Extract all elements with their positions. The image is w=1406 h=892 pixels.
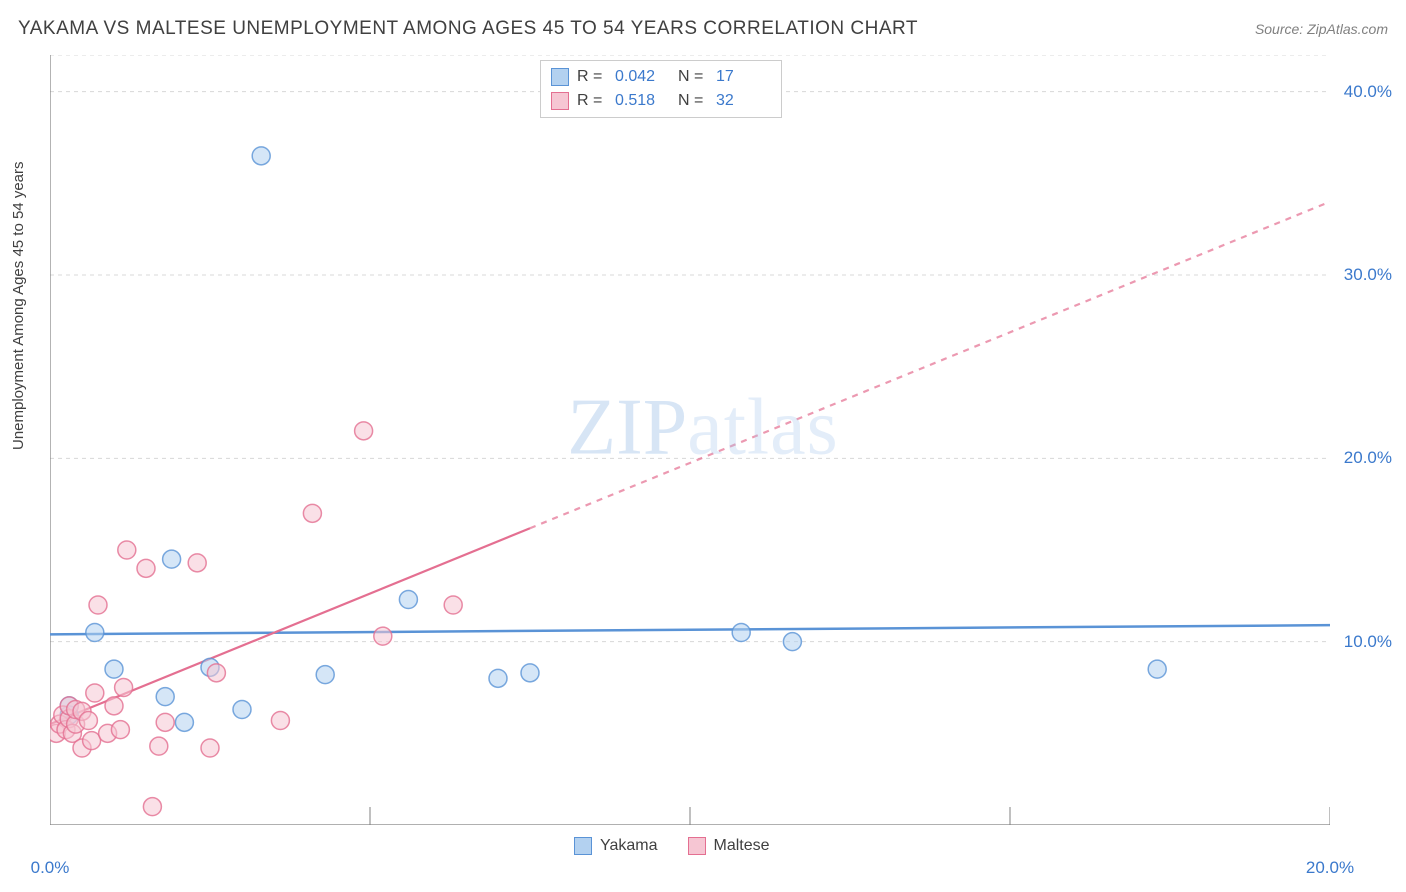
legend-stat-row: R = 0.042 N = 17 — [551, 65, 771, 89]
legend-stat-row: R = 0.518 N = 32 — [551, 89, 771, 113]
y-tick-label: 10.0% — [1344, 632, 1392, 652]
legend-n-label: N = — [678, 65, 708, 89]
legend-series-label: Maltese — [714, 837, 770, 855]
legend-r-value: 0.042 — [615, 65, 670, 89]
chart-title: YAKAMA VS MALTESE UNEMPLOYMENT AMONG AGE… — [18, 18, 918, 40]
correlation-legend: R = 0.042 N = 17 R = 0.518 N = 32 — [540, 60, 782, 118]
legend-r-value: 0.518 — [615, 89, 670, 113]
legend-swatch — [551, 92, 569, 110]
legend-swatch — [551, 68, 569, 86]
legend-r-label: R = — [577, 65, 607, 89]
legend-r-label: R = — [577, 89, 607, 113]
legend-series-label: Yakama — [600, 837, 658, 855]
plot-svg — [50, 55, 1330, 825]
y-tick-label: 20.0% — [1344, 448, 1392, 468]
series-legend-item: Maltese — [688, 837, 770, 855]
legend-swatch — [574, 837, 592, 855]
x-tick-label: 20.0% — [1306, 858, 1354, 878]
source-attribution: Source: ZipAtlas.com — [1255, 21, 1388, 37]
series-legend: Yakama Maltese — [574, 837, 770, 855]
y-tick-label: 40.0% — [1344, 82, 1392, 102]
y-tick-label: 30.0% — [1344, 265, 1392, 285]
chart-header: YAKAMA VS MALTESE UNEMPLOYMENT AMONG AGE… — [18, 18, 1388, 40]
y-axis-label: Unemployment Among Ages 45 to 54 years — [10, 161, 27, 450]
legend-swatch — [688, 837, 706, 855]
legend-n-value: 32 — [716, 89, 771, 113]
scatter-plot — [50, 55, 1330, 825]
legend-n-label: N = — [678, 89, 708, 113]
series-legend-item: Yakama — [574, 837, 658, 855]
legend-n-value: 17 — [716, 65, 771, 89]
x-tick-label: 0.0% — [31, 858, 70, 878]
